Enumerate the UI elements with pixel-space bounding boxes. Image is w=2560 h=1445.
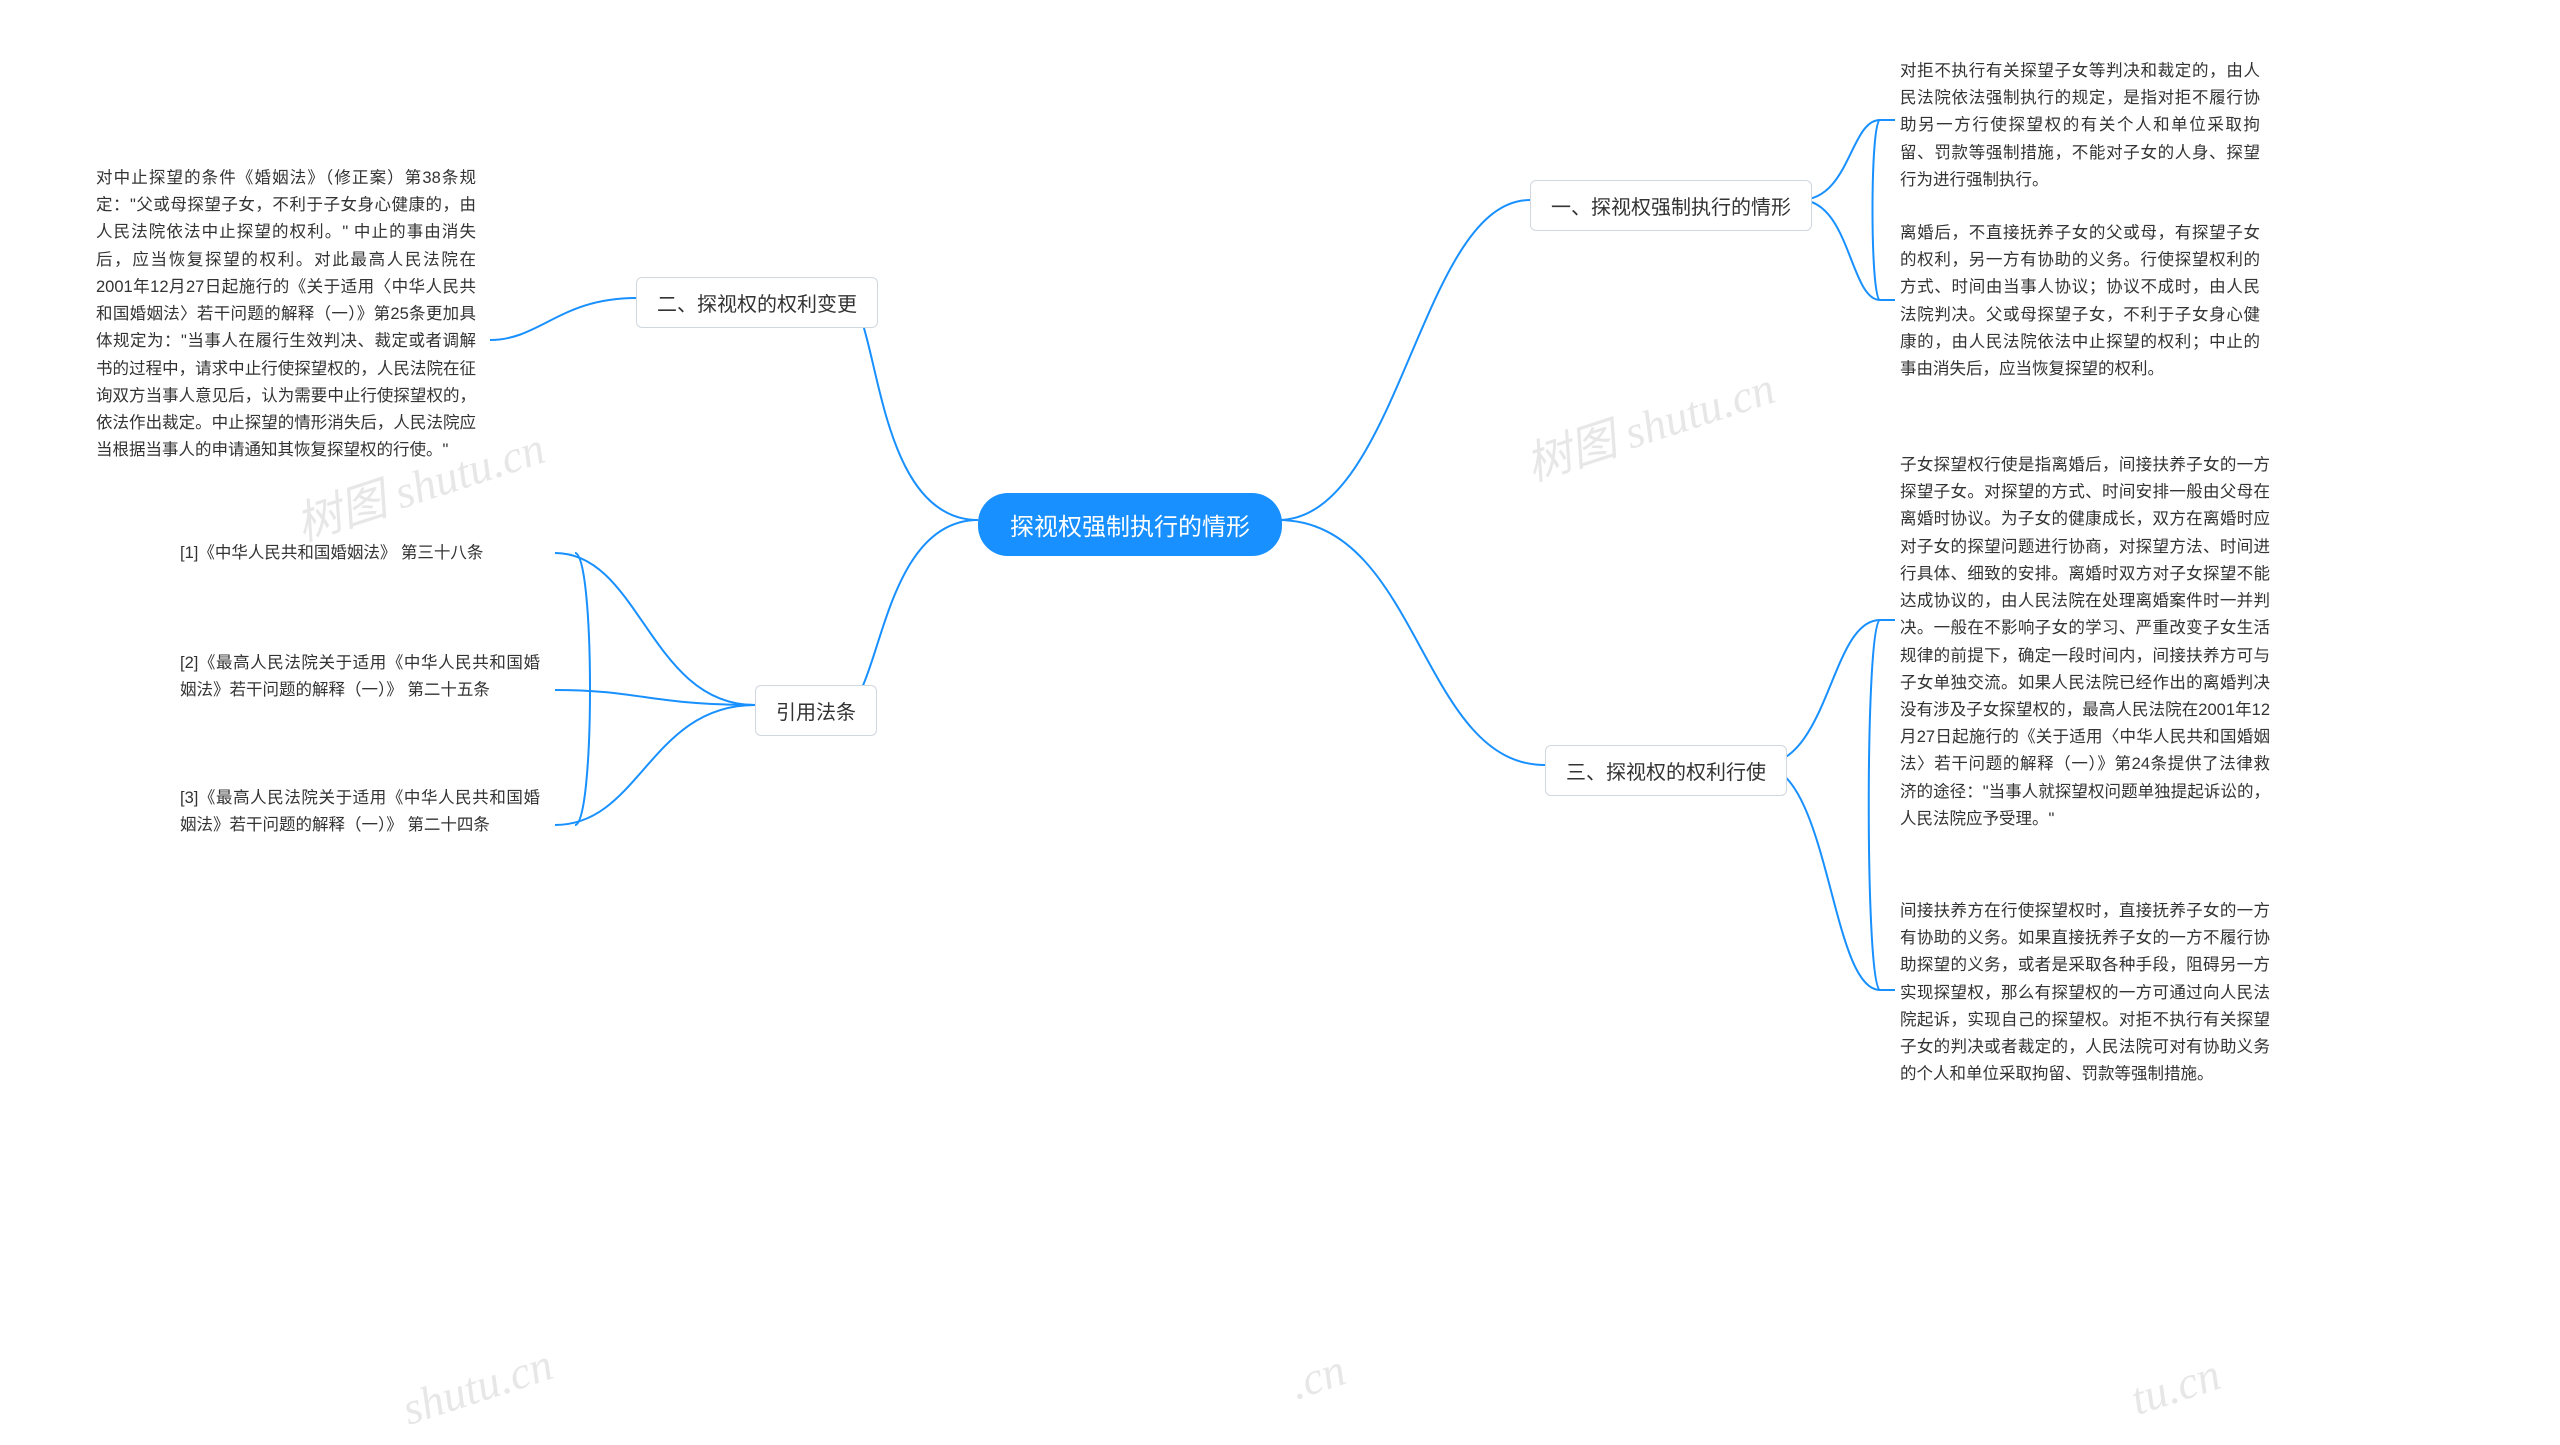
leaf-left-1-1: 对中止探望的条件《婚姻法》（修正案）第38条规定："父或母探望子女，不利于子女身…	[96, 165, 476, 464]
watermark: .cn	[1283, 1343, 1352, 1410]
branch-right-1[interactable]: 一、探视权强制执行的情形	[1530, 180, 1812, 231]
mindmap-canvas: 树图 shutu.cn 树图 shutu.cn shutu.cn .cn tu.…	[0, 0, 2560, 1445]
branch-left-2[interactable]: 引用法条	[755, 685, 877, 736]
leaf-left-2-1: [1]《中华人民共和国婚姻法》 第三十八条	[180, 540, 540, 567]
leaf-right-2-2: 间接扶养方在行使探望权时，直接抚养子女的一方有协助的义务。如果直接抚养子女的一方…	[1900, 898, 2270, 1089]
leaf-right-1-2: 离婚后，不直接抚养子女的父或母，有探望子女的权利，另一方有协助的义务。行使探望权…	[1900, 220, 2260, 383]
watermark: shutu.cn	[396, 1337, 559, 1435]
watermark: 树图 shutu.cn	[1516, 352, 1782, 495]
leaf-left-2-3: [3]《最高人民法院关于适用《中华人民共和国婚姻法》若干问题的解释（一）》 第二…	[180, 785, 540, 839]
center-node[interactable]: 探视权强制执行的情形	[978, 493, 1282, 556]
branch-left-1[interactable]: 二、探视权的权利变更	[636, 277, 878, 328]
leaf-left-2-2: [2]《最高人民法院关于适用《中华人民共和国婚姻法》若干问题的解释（一）》 第二…	[180, 650, 540, 704]
watermark: tu.cn	[2124, 1347, 2227, 1425]
branch-right-2[interactable]: 三、探视权的权利行使	[1545, 745, 1787, 796]
leaf-right-1-1: 对拒不执行有关探望子女等判决和裁定的，由人民法院依法强制执行的规定，是指对拒不履…	[1900, 58, 2260, 194]
leaf-right-2-1: 子女探望权行使是指离婚后，间接扶养子女的一方探望子女。对探望的方式、时间安排一般…	[1900, 452, 2270, 833]
